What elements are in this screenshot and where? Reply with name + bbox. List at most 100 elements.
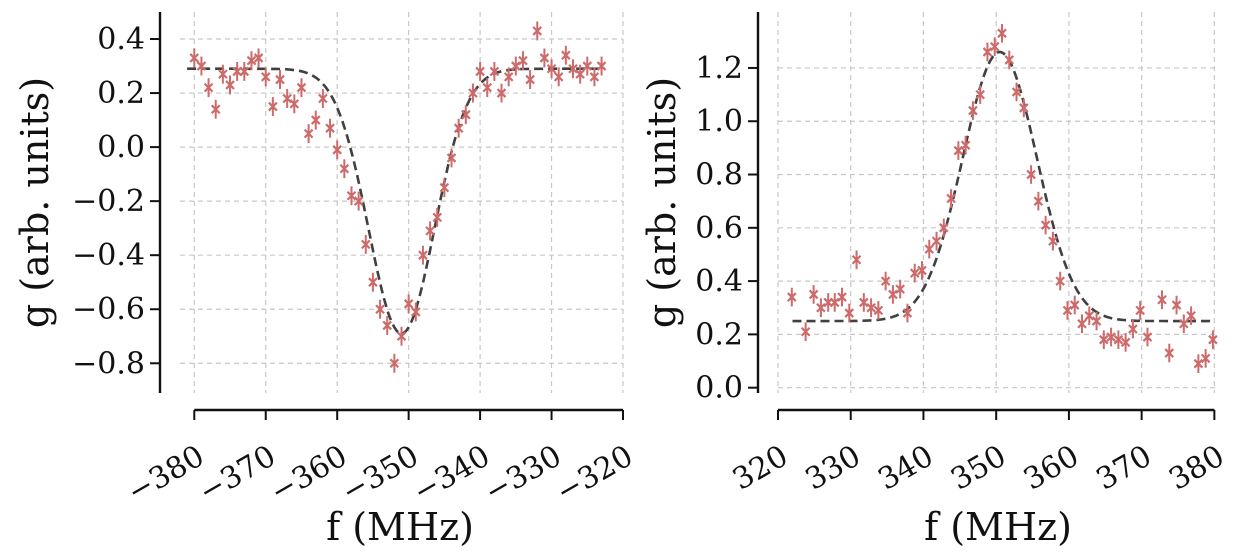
y-tick-label: −0.8: [72, 346, 145, 381]
data-point: [546, 59, 557, 79]
data-point: [1186, 306, 1196, 326]
point-marker: [1019, 103, 1029, 113]
y-axis-label: g (arb. units): [13, 77, 57, 328]
point-marker: [837, 292, 847, 302]
data-point: [873, 301, 884, 320]
data-point: [310, 110, 321, 130]
data-point: [218, 64, 228, 84]
point-marker: [1084, 310, 1095, 321]
point-marker: [1186, 310, 1196, 321]
point-marker: [1128, 324, 1138, 334]
data-point: [596, 56, 607, 76]
data-point: [511, 56, 521, 76]
point-marker: [1120, 337, 1131, 348]
data-point: [975, 85, 985, 104]
point-marker: [375, 304, 385, 315]
point-marker: [851, 255, 862, 265]
data-point: [539, 48, 550, 68]
y-tick-label: 0.0: [695, 371, 743, 406]
point-marker: [310, 115, 321, 125]
point-marker: [246, 55, 257, 66]
point-marker: [1200, 353, 1211, 364]
data-point: [210, 99, 221, 119]
point-marker: [829, 297, 840, 308]
point-marker: [368, 277, 378, 287]
x-axis-label: f (MHz): [924, 505, 1072, 549]
point-marker: [232, 66, 242, 77]
data-point: [997, 23, 1007, 43]
point-marker: [1069, 300, 1080, 310]
point-marker: [275, 74, 285, 85]
x-tick-label: 350: [945, 439, 1012, 498]
right-chart-panel: 0.0 0.2 0.4 0.6 0.8 1.0 1.2 320 330 340 350 360 370 3…: [640, 12, 1230, 549]
data-point: [808, 285, 819, 304]
data-point: [1164, 343, 1175, 363]
data-point: [189, 48, 200, 68]
y-tick-label: 0.6: [695, 211, 743, 246]
point-marker: [975, 89, 985, 100]
data-point: [1004, 50, 1015, 70]
point-marker: [296, 82, 307, 93]
point-marker: [210, 104, 221, 115]
point-marker: [787, 292, 797, 302]
y-axis-label: g (arb. units): [640, 77, 684, 328]
data-point: [418, 245, 428, 265]
point-marker: [332, 145, 342, 155]
point-marker: [496, 88, 507, 98]
point-marker: [418, 250, 428, 260]
data-point: [982, 42, 993, 62]
point-marker: [844, 308, 855, 318]
point-marker: [268, 101, 278, 112]
x-tick-label: −340: [407, 439, 496, 511]
data-point: [203, 78, 214, 98]
data-point: [282, 89, 292, 108]
point-marker: [282, 93, 292, 104]
x-tick-label: 340: [872, 439, 939, 498]
point-marker: [575, 69, 585, 79]
point-marker: [1055, 276, 1065, 286]
data-point: [532, 21, 543, 41]
data-point: [389, 353, 400, 373]
point-marker: [396, 331, 407, 342]
data-point: [411, 302, 421, 322]
point-marker: [303, 128, 314, 139]
data-point: [561, 45, 571, 65]
data-point: [1011, 82, 1022, 102]
data-point: [844, 303, 855, 323]
y-tick-label: 0.0: [97, 130, 145, 165]
data-point: [268, 97, 278, 117]
data-point: [482, 78, 493, 98]
data-point: [318, 89, 328, 108]
point-marker: [553, 72, 564, 82]
x-tick-label: −370: [193, 439, 282, 511]
point-marker: [503, 72, 514, 82]
data-point: [1200, 349, 1211, 368]
data-point: [1033, 191, 1044, 211]
data-point: [1069, 295, 1080, 315]
data-point: [260, 67, 271, 87]
point-marker: [1113, 334, 1124, 345]
point-marker: [189, 53, 200, 63]
data-point: [196, 56, 207, 76]
point-marker: [239, 66, 250, 77]
point-marker: [196, 61, 207, 71]
x-tick-label: −380: [121, 439, 210, 511]
point-marker: [960, 140, 971, 150]
data-point: [589, 67, 600, 87]
point-marker: [389, 358, 400, 369]
data-point: [1113, 330, 1124, 350]
data-point: [582, 56, 593, 76]
y-tick-label: 0.2: [695, 317, 743, 352]
data-point: [895, 279, 905, 299]
point-marker: [997, 28, 1007, 39]
data-point: [489, 61, 500, 81]
point-marker: [1193, 358, 1204, 369]
data-point: [253, 48, 264, 68]
data-point: [1062, 301, 1073, 320]
data-point: [432, 207, 443, 227]
point-marker: [425, 226, 435, 236]
x-tick-label: −320: [550, 439, 639, 511]
point-marker: [873, 305, 884, 316]
x-tick-label: 330: [800, 439, 867, 498]
point-marker: [816, 302, 826, 313]
